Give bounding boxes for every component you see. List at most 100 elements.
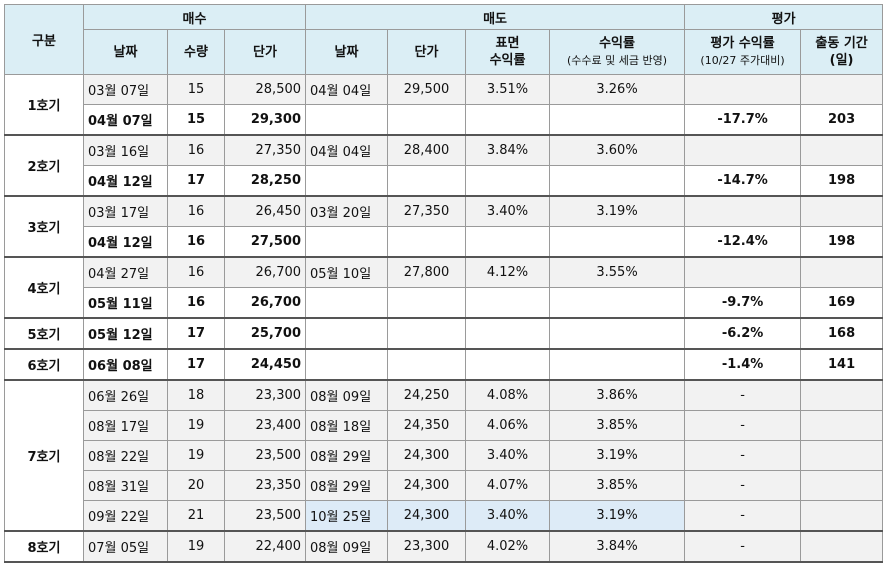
sell-date-cell: 08월 09일 [305, 379, 389, 411]
eval-rate-cell: - [684, 530, 802, 563]
table-row: 08월 17일 19 23,400 08월 18일 24,350 4.06% 3.85% - [5, 410, 884, 441]
price-cell: 26,700 [223, 287, 307, 319]
sell-price-cell: 29,500 [387, 74, 467, 105]
qty-cell: 16 [167, 195, 225, 227]
rate-cell [549, 165, 686, 197]
header-buy: 매수 [82, 4, 307, 30]
rate-cell: 3.84% [549, 530, 686, 563]
price-cell: 22,400 [223, 530, 307, 563]
qty-cell: 16 [167, 287, 225, 319]
sell-price-cell [387, 287, 467, 319]
buy-date-cell: 05월 11일 [83, 287, 168, 319]
sell-price-cell [387, 226, 467, 258]
period-cell: 203 [800, 104, 884, 136]
group-label: 8호기 [4, 530, 84, 563]
rate-cell [549, 317, 686, 350]
header-surface-rate: 표면 수익률 [465, 29, 551, 75]
buy-date-cell: 04월 12일 [83, 165, 168, 197]
group-label: 4호기 [4, 256, 84, 319]
sell-price-cell: 24,300 [387, 470, 467, 501]
qty-cell: 19 [167, 440, 225, 471]
surface-rate-cell: 3.40% [465, 500, 551, 532]
eval-rate-cell: -17.7% [684, 104, 802, 136]
eval-rate-cell [684, 256, 802, 288]
header-eval-rate: 평가 수익률 (10/27 주가대비) [684, 29, 802, 75]
table-row: 4호기 04월 27일 16 26,700 05월 10일 27,800 4.12% 3.55… [4, 256, 884, 319]
group-label: 3호기 [4, 195, 84, 258]
sell-price-cell: 24,250 [387, 379, 467, 411]
buy-date-cell: 06월 08일 [83, 348, 168, 381]
surface-rate-cell: 3.40% [465, 440, 551, 471]
table-row: 08월 22일 19 23,500 08월 29일 24,300 3.40% 3.19% - [5, 440, 884, 471]
header-buy-price: 단가 [223, 29, 307, 75]
qty-cell: 20 [167, 470, 225, 501]
period-cell: 198 [800, 226, 884, 258]
eval-rate-cell: - [684, 500, 802, 532]
sell-price-cell: 27,800 [387, 256, 467, 288]
qty-cell: 16 [167, 226, 225, 258]
rate-cell: 3.60% [549, 134, 686, 166]
buy-date-cell: 04월 07일 [83, 104, 168, 136]
price-cell: 26,700 [223, 256, 307, 288]
surface-rate-cell [465, 165, 551, 197]
table-row: 04월 12일 16 27,500 -12.4% 198 [5, 226, 884, 258]
buy-date-cell: 09월 22일 [83, 500, 168, 532]
sell-date-cell: 05월 10일 [305, 256, 389, 288]
sell-date-cell: 10월 25일 [305, 500, 389, 532]
eval-rate-cell: - [684, 379, 802, 411]
buy-date-cell: 04월 12일 [83, 226, 168, 258]
buy-date-cell: 07월 05일 [83, 530, 168, 563]
surface-rate-cell: 4.02% [465, 530, 551, 563]
qty-cell: 19 [167, 410, 225, 441]
header-group: 구분 [4, 4, 84, 75]
group-label: 1호기 [4, 74, 84, 136]
eval-rate-cell [684, 74, 802, 105]
period-cell [800, 134, 884, 166]
sell-price-cell [387, 348, 467, 381]
sell-date-cell [305, 165, 389, 197]
price-cell: 29,300 [223, 104, 307, 136]
group-label: 6호기 [4, 348, 84, 381]
eval-rate-cell: -9.7% [684, 287, 802, 319]
table-row: 8호기 07월 05일 19 22,400 08월 09일 23,300 4.02% 3.84… [4, 530, 884, 563]
sell-date-cell: 03월 20일 [305, 195, 389, 227]
sell-price-cell: 23,300 [387, 530, 467, 563]
sell-date-cell: 08월 18일 [305, 410, 389, 441]
eval-rate-cell: -14.7% [684, 165, 802, 197]
header-sell: 매도 [305, 4, 686, 30]
table-row: 5호기 05월 12일 17 25,700 -6.2% 168 [4, 317, 884, 350]
table-row: 7호기 06월 26일 18 23,300 08월 09일 24,250 4.08% 3.86… [4, 379, 884, 532]
eval-rate-cell [684, 195, 802, 227]
header-buy-qty: 수량 [167, 29, 225, 75]
surface-rate-cell [465, 226, 551, 258]
surface-rate-cell [465, 317, 551, 350]
price-cell: 23,350 [223, 470, 307, 501]
period-cell [800, 500, 884, 532]
rate-cell: 3.19% [549, 195, 686, 227]
price-cell: 23,300 [223, 379, 307, 411]
period-cell [800, 440, 884, 471]
sell-date-cell [305, 226, 389, 258]
qty-cell: 21 [167, 500, 225, 532]
rate-cell: 3.85% [549, 410, 686, 441]
period-cell [800, 74, 884, 105]
eval-rate-cell: - [684, 440, 802, 471]
sell-price-cell: 27,350 [387, 195, 467, 227]
surface-rate-cell: 4.06% [465, 410, 551, 441]
rate-cell: 3.86% [549, 379, 686, 411]
header-rate: 수익률 (수수료 및 세금 반영) [549, 29, 686, 75]
table-row: 04월 12일 17 28,250 -14.7% 198 [5, 165, 884, 197]
surface-rate-cell: 4.08% [465, 379, 551, 411]
sell-date-cell [305, 317, 389, 350]
header-sell-date: 날짜 [305, 29, 389, 75]
trade-table: 구분 매수 매도 평가 날짜 수량 단가 날짜 단가 표면 수익률 수익률 (수수료… [4, 4, 884, 563]
sell-date-cell: 08월 09일 [305, 530, 389, 563]
buy-date-cell: 04월 27일 [83, 256, 168, 288]
buy-date-cell: 08월 31일 [83, 470, 168, 501]
qty-cell: 17 [167, 165, 225, 197]
rate-cell [549, 226, 686, 258]
group-label: 7호기 [4, 379, 84, 532]
rate-cell: 3.19% [549, 500, 686, 532]
rate-cell [549, 287, 686, 319]
buy-date-cell: 05월 12일 [83, 317, 168, 350]
